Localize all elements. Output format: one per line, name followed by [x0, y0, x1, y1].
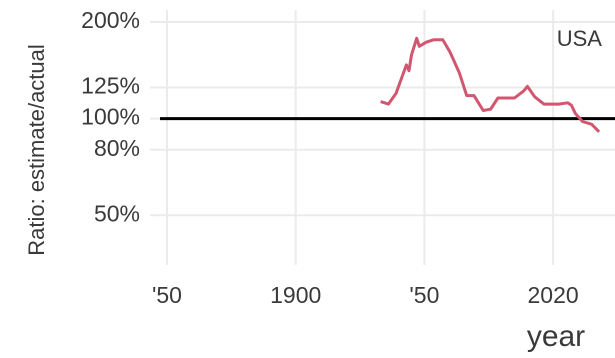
y-tick-label: 50%: [94, 200, 140, 226]
y-tick-label: 80%: [94, 135, 140, 161]
y-tick-label: 125%: [81, 73, 140, 99]
x-axis-label: year: [527, 320, 585, 353]
x-tick-label: 2020: [528, 282, 579, 308]
y-tick-label: 200%: [81, 7, 140, 33]
annotation: USA: [557, 26, 603, 51]
x-tick-label: '50: [409, 282, 439, 308]
y-tick-label: 100%: [81, 104, 140, 130]
data-line: [380, 36, 601, 133]
y-axis-label: Ratio: estimate/actual: [24, 44, 49, 256]
x-tick-label: '50: [152, 282, 182, 308]
x-tick-label: 1900: [270, 282, 321, 308]
